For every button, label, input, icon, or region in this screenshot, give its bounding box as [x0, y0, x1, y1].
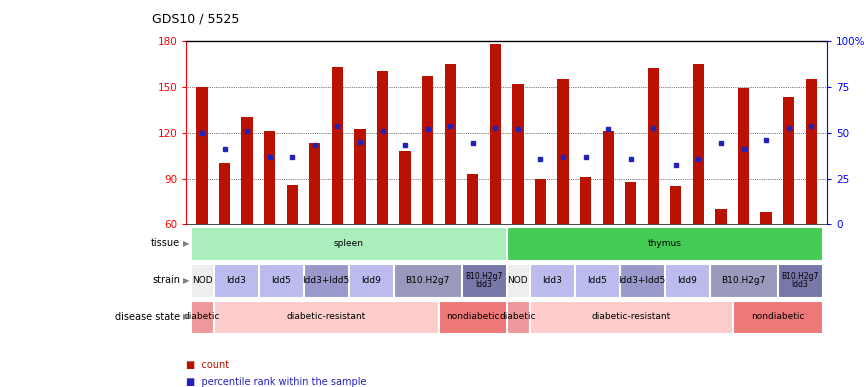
Text: ■  percentile rank within the sample: ■ percentile rank within the sample	[186, 377, 366, 387]
FancyBboxPatch shape	[214, 301, 438, 333]
Bar	[399, 151, 410, 224]
Text: ▶: ▶	[183, 239, 190, 248]
Bar	[693, 63, 704, 224]
FancyBboxPatch shape	[575, 264, 619, 296]
FancyBboxPatch shape	[349, 264, 393, 296]
Bar	[264, 131, 275, 224]
Text: ▶: ▶	[183, 276, 190, 285]
FancyBboxPatch shape	[191, 264, 213, 296]
Text: GDS10 / 5525: GDS10 / 5525	[152, 12, 239, 25]
FancyBboxPatch shape	[507, 301, 529, 333]
Bar	[242, 117, 253, 224]
Text: ldd9: ldd9	[361, 276, 381, 285]
Text: B10.H2g7
ldd3: B10.H2g7 ldd3	[465, 272, 503, 289]
Bar	[354, 130, 365, 224]
Bar	[513, 84, 524, 224]
Text: tissue: tissue	[151, 238, 180, 248]
Text: ▶: ▶	[183, 312, 190, 322]
Bar	[603, 131, 614, 224]
Bar	[715, 209, 727, 224]
Text: B10.H2g7: B10.H2g7	[405, 276, 449, 285]
Text: NOD: NOD	[507, 276, 528, 285]
Bar	[535, 178, 546, 224]
Bar	[760, 212, 772, 224]
FancyBboxPatch shape	[304, 264, 348, 296]
Bar	[197, 87, 208, 224]
FancyBboxPatch shape	[710, 264, 777, 296]
Text: spleen: spleen	[333, 239, 364, 248]
Text: B10.H2g7: B10.H2g7	[721, 276, 766, 285]
FancyBboxPatch shape	[620, 264, 664, 296]
FancyBboxPatch shape	[733, 301, 822, 333]
Text: nondiabetic: nondiabetic	[446, 312, 500, 322]
Text: ldd3+ldd5: ldd3+ldd5	[618, 276, 666, 285]
Text: ldd9: ldd9	[677, 276, 697, 285]
Text: ldd3+ldd5: ldd3+ldd5	[302, 276, 350, 285]
Text: NOD: NOD	[191, 276, 212, 285]
Text: ■  count: ■ count	[186, 360, 229, 370]
Text: diabetic: diabetic	[500, 312, 536, 322]
Bar	[444, 63, 456, 224]
FancyBboxPatch shape	[507, 264, 529, 296]
Bar	[805, 79, 817, 224]
Text: diabetic: diabetic	[184, 312, 220, 322]
Bar	[287, 185, 298, 224]
FancyBboxPatch shape	[778, 264, 822, 296]
Bar	[625, 182, 637, 224]
Text: nondiabetic: nondiabetic	[751, 312, 805, 322]
FancyBboxPatch shape	[259, 264, 303, 296]
Bar	[489, 44, 501, 224]
Text: ldd3: ldd3	[226, 276, 246, 285]
FancyBboxPatch shape	[665, 264, 709, 296]
FancyBboxPatch shape	[507, 227, 822, 260]
Bar	[558, 79, 569, 224]
Text: diabetic-resistant: diabetic-resistant	[287, 312, 365, 322]
Bar	[219, 163, 230, 224]
FancyBboxPatch shape	[530, 264, 574, 296]
FancyBboxPatch shape	[462, 264, 506, 296]
Bar	[580, 177, 591, 224]
FancyBboxPatch shape	[530, 301, 732, 333]
Bar	[738, 88, 749, 224]
FancyBboxPatch shape	[439, 301, 506, 333]
Text: ldd5: ldd5	[271, 276, 291, 285]
Text: B10.H2g7
ldd3: B10.H2g7 ldd3	[781, 272, 818, 289]
FancyBboxPatch shape	[214, 264, 258, 296]
Text: ldd5: ldd5	[587, 276, 607, 285]
FancyBboxPatch shape	[191, 301, 213, 333]
Bar	[783, 97, 794, 224]
FancyBboxPatch shape	[191, 227, 506, 260]
Bar	[648, 68, 659, 224]
Text: ldd3: ldd3	[542, 276, 562, 285]
Bar	[422, 76, 433, 224]
Bar	[377, 71, 388, 224]
Bar	[670, 186, 682, 224]
Bar	[332, 67, 343, 224]
FancyBboxPatch shape	[394, 264, 461, 296]
Text: strain: strain	[152, 275, 180, 285]
Bar	[309, 143, 320, 224]
Text: disease state: disease state	[115, 312, 180, 322]
Text: diabetic-resistant: diabetic-resistant	[591, 312, 670, 322]
Text: thymus: thymus	[648, 239, 682, 248]
Bar	[467, 174, 478, 224]
